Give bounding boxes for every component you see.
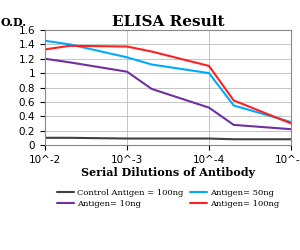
Antigen= 50ng (68, 43, 71, 46)
Antigen= 10ng (68, 61, 71, 64)
Antigen= 100ng (125, 45, 129, 48)
Antigen= 10ng (43, 57, 47, 60)
Antigen= 10ng (289, 128, 293, 131)
Antigen= 50ng (207, 72, 211, 74)
Control Antigen = 100ng (289, 138, 293, 141)
Line: Antigen= 50ng: Antigen= 50ng (45, 41, 291, 122)
Antigen= 100ng (289, 122, 293, 125)
Legend: Control Antigen = 100ng, Antigen= 10ng, Antigen= 50ng, Antigen= 100ng: Control Antigen = 100ng, Antigen= 10ng, … (53, 186, 283, 211)
Line: Antigen= 100ng: Antigen= 100ng (45, 46, 291, 124)
Antigen= 50ng (289, 120, 293, 124)
Control Antigen = 100ng (150, 137, 154, 140)
Antigen= 50ng (125, 56, 129, 59)
Antigen= 100ng (232, 99, 236, 102)
Antigen= 10ng (125, 70, 129, 73)
X-axis label: Serial Dilutions of Antibody: Serial Dilutions of Antibody (81, 168, 255, 178)
Title: ELISA Result: ELISA Result (112, 15, 224, 29)
Control Antigen = 100ng (232, 138, 236, 141)
Control Antigen = 100ng (125, 137, 129, 140)
Antigen= 10ng (207, 106, 211, 109)
Antigen= 100ng (68, 44, 71, 47)
Antigen= 50ng (232, 104, 236, 107)
Control Antigen = 100ng (207, 137, 211, 140)
Text: O.D.: O.D. (1, 17, 27, 28)
Antigen= 50ng (150, 63, 154, 66)
Antigen= 100ng (207, 64, 211, 68)
Antigen= 50ng (43, 39, 47, 42)
Control Antigen = 100ng (43, 136, 47, 139)
Antigen= 100ng (43, 48, 47, 51)
Line: Control Antigen = 100ng: Control Antigen = 100ng (45, 138, 291, 139)
Antigen= 10ng (232, 123, 236, 126)
Line: Antigen= 10ng: Antigen= 10ng (45, 59, 291, 129)
Antigen= 100ng (150, 50, 154, 53)
Antigen= 10ng (150, 88, 154, 90)
Control Antigen = 100ng (68, 136, 71, 139)
